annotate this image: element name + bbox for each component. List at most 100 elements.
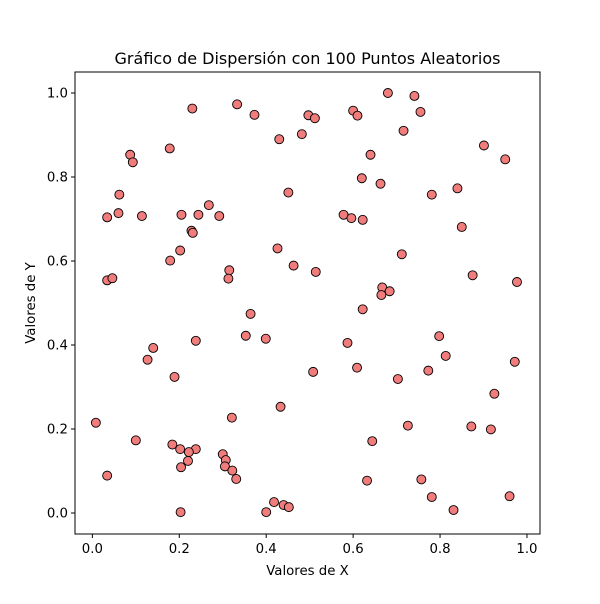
- scatter-point: [409, 90, 420, 101]
- scatter-point: [288, 260, 299, 271]
- scatter-point: [231, 474, 242, 484]
- points-layer: [90, 88, 522, 518]
- scatter-point: [102, 470, 113, 481]
- scatter-point: [187, 227, 198, 238]
- scatter-point: [467, 270, 478, 281]
- scatter-point: [176, 462, 186, 473]
- scatter-point: [500, 154, 511, 165]
- scatter-point: [113, 208, 124, 219]
- scatter-point: [357, 304, 368, 315]
- scatter-point: [148, 342, 159, 353]
- scatter-point: [275, 401, 286, 412]
- scatter-point: [375, 178, 386, 189]
- scatter-point: [127, 157, 138, 168]
- scatter-point: [136, 211, 147, 222]
- x-tick-label: 0.4: [256, 542, 277, 557]
- scatter-point: [203, 200, 214, 211]
- scatter-point: [176, 209, 187, 220]
- scatter-point: [509, 356, 520, 367]
- scatter-point: [376, 290, 387, 300]
- scatter-point: [356, 173, 367, 184]
- scatter-point: [226, 412, 237, 423]
- scatter-point: [392, 374, 403, 384]
- scatter-point: [175, 507, 186, 518]
- y-tick-label: 1.0: [47, 87, 68, 102]
- scatter-point: [190, 335, 201, 346]
- y-tick-label: 0.0: [47, 507, 68, 522]
- scatter-point: [240, 330, 251, 341]
- x-tick-label: 0.8: [429, 542, 450, 557]
- scatter-point: [296, 129, 307, 140]
- scatter-point: [489, 388, 500, 399]
- scatter-point: [415, 106, 426, 117]
- scatter-point: [456, 222, 467, 232]
- scatter-point: [342, 337, 353, 348]
- scatter-point: [440, 350, 451, 361]
- scatter-point: [478, 140, 489, 151]
- y-tick-label: 0.8: [47, 171, 68, 186]
- scatter-point: [402, 420, 413, 431]
- scatter-point: [310, 266, 321, 277]
- scatter-point: [142, 354, 153, 365]
- scatter-point: [114, 189, 125, 200]
- scatter-point: [102, 212, 113, 223]
- y-tick-label: 0.2: [47, 423, 68, 438]
- scatter-point: [187, 103, 198, 114]
- scatter-point: [232, 99, 243, 110]
- scatter-point: [183, 455, 193, 466]
- scatter-point: [346, 213, 357, 224]
- scatter-point: [283, 502, 294, 513]
- scatter-point: [398, 125, 409, 136]
- x-tick-label: 1.0: [516, 542, 537, 557]
- scatter-point: [362, 475, 372, 486]
- scatter-point: [272, 243, 283, 254]
- scatter-point: [249, 109, 260, 120]
- scatter-point: [396, 249, 407, 260]
- scatter-point: [107, 273, 118, 284]
- scatter-point: [416, 474, 427, 485]
- scatter-point: [309, 113, 320, 124]
- scatter-point: [448, 505, 459, 516]
- scatter-point: [130, 435, 141, 446]
- scatter-point: [504, 491, 515, 502]
- x-tick-label: 0.2: [169, 542, 190, 557]
- scatter-point: [426, 189, 437, 200]
- scatter-point: [367, 436, 378, 447]
- chart-title: Gráfico de Dispersión con 100 Puntos Ale…: [115, 49, 501, 68]
- scatter-point: [512, 277, 522, 287]
- scatter-point: [245, 308, 256, 319]
- scatter-point: [365, 149, 376, 160]
- scatter-point: [426, 492, 437, 502]
- y-axis-label: Valores de Y: [24, 261, 39, 343]
- scatter-point: [214, 211, 225, 222]
- scatter-point: [169, 371, 180, 382]
- x-tick-label: 0.0: [82, 542, 103, 557]
- scatter-point: [274, 134, 285, 145]
- scatter-point: [219, 461, 230, 472]
- scatter-point: [434, 331, 445, 342]
- scatter-point: [260, 333, 271, 344]
- y-tick-label: 0.4: [47, 339, 68, 354]
- scatter-point: [183, 447, 194, 458]
- plot-frame: [74, 71, 541, 535]
- scatter-point: [223, 273, 234, 284]
- scatter-point: [261, 507, 272, 518]
- scatter-point: [90, 417, 101, 428]
- ticks-layer: 0.0 0.2 0.4 0.6 0.8 1.0 0.0 0.2 0.4 0.6 0.8 1.0: [47, 87, 538, 558]
- scatter-point: [357, 214, 368, 225]
- scatter-point: [382, 88, 393, 98]
- scatter-point: [423, 365, 434, 376]
- scatter-point: [485, 424, 496, 435]
- scatter-point: [269, 497, 279, 508]
- scatter-point: [175, 444, 186, 455]
- y-tick-label: 0.6: [47, 255, 68, 270]
- scatter-point: [466, 421, 477, 432]
- scatter-point: [224, 265, 235, 276]
- scatter-point: [164, 143, 175, 154]
- scatter-point: [352, 110, 363, 121]
- scatter-point: [193, 209, 204, 220]
- scatter-point: [384, 286, 395, 297]
